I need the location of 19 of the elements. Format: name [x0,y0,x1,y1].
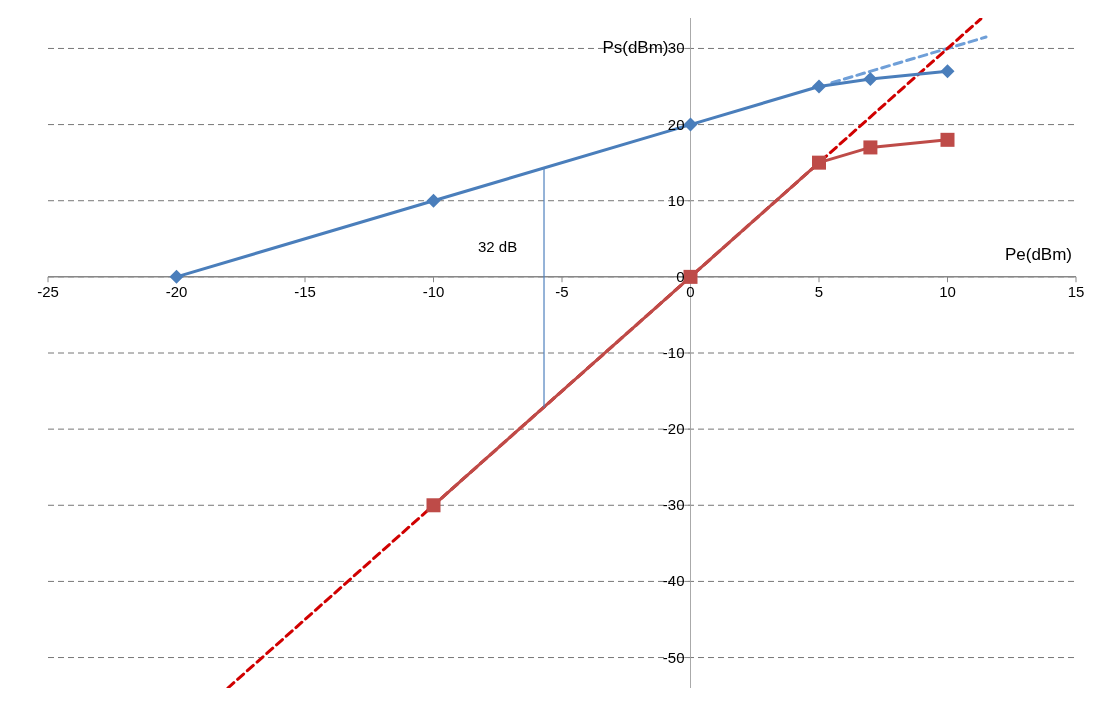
y-tick-label: -30 [662,496,685,514]
y-tick-label: 0 [676,267,685,285]
y-tick-label: 10 [667,191,685,209]
y-tick-label: -10 [662,344,685,361]
y-axis-title: Ps(dBm) [602,38,669,59]
x-tick-label: 10 [939,282,956,300]
y-tick-label: -50 [662,648,685,666]
x-tick-label: -10 [422,282,445,300]
x-tick-label: -25 [37,282,59,300]
y-tick-label: -20 [662,420,685,438]
x-tick-label: 15 [1067,282,1085,300]
y-tick-label: 30 [667,39,685,57]
y-tick-label: -40 [662,572,685,590]
x-tick-label: -15 [294,282,316,300]
annotation: 32 dB [478,238,518,255]
x-tick-label: 5 [814,282,824,300]
x-tick-label: -5 [555,282,569,300]
x-tick-label: -20 [165,282,188,300]
x-axis-title: Pe(dBm) [1004,244,1072,265]
